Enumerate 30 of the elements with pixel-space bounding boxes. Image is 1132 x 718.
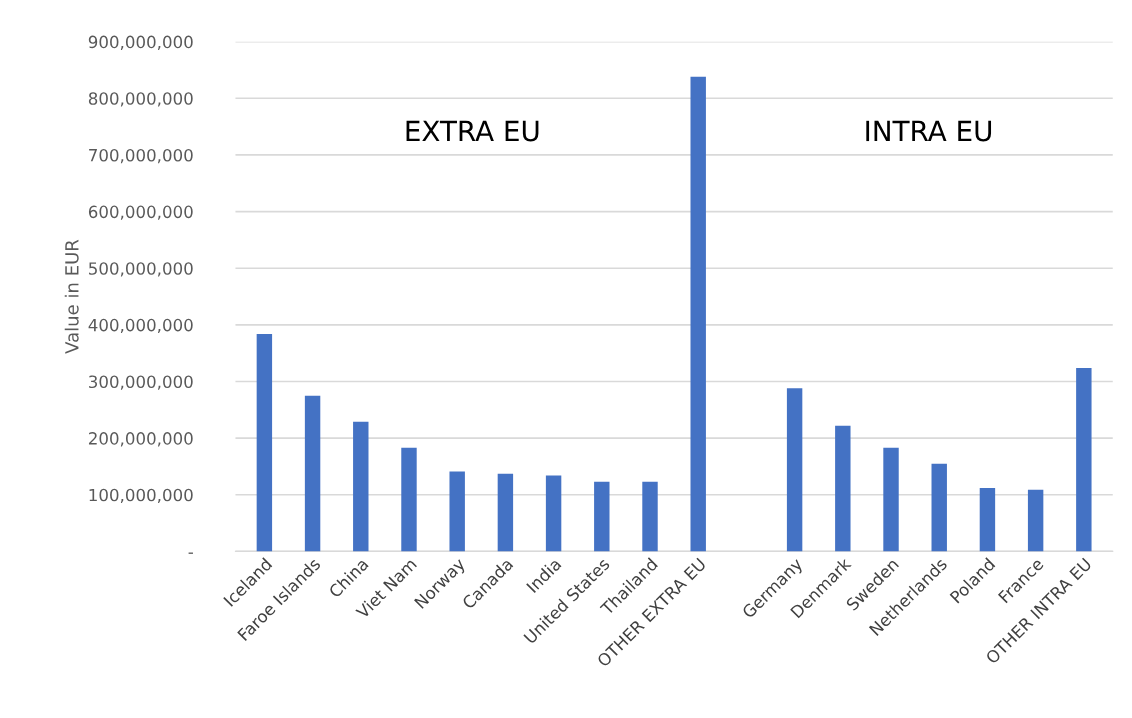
y-tick-label: 200,000,000	[88, 432, 193, 447]
bar	[1076, 367, 1092, 552]
y-tick-label: 900,000,000	[88, 35, 193, 50]
bar	[835, 425, 851, 552]
y-tick-label: 100,000,000	[89, 488, 193, 504]
bar	[931, 463, 947, 552]
bar	[353, 421, 369, 552]
bar	[497, 473, 514, 552]
y-tick-label: 400,000,000	[88, 318, 193, 334]
bar	[401, 447, 417, 552]
bar	[979, 487, 996, 552]
y-tick-label: 800,000,000	[88, 92, 193, 107]
y-tick-label: 500,000,000	[89, 262, 193, 277]
annotation: EXTRA EU	[406, 120, 539, 142]
bar	[594, 481, 610, 552]
y-tick-label: 300,000,000	[89, 375, 193, 390]
bar	[1027, 489, 1044, 552]
annotation: INTRA EU	[866, 120, 992, 142]
y-tick-label: -	[188, 552, 193, 554]
y-axis-title: Value in EUR	[64, 239, 79, 354]
y-tick-label: 600,000,000	[88, 205, 193, 220]
bar	[545, 475, 562, 552]
y-tick-label: 700,000,000	[89, 148, 193, 164]
bar	[786, 388, 803, 552]
bar	[256, 333, 273, 552]
bar	[690, 76, 706, 552]
bar	[883, 447, 899, 552]
bar	[449, 471, 465, 552]
bar	[304, 395, 321, 552]
bar	[642, 481, 658, 552]
